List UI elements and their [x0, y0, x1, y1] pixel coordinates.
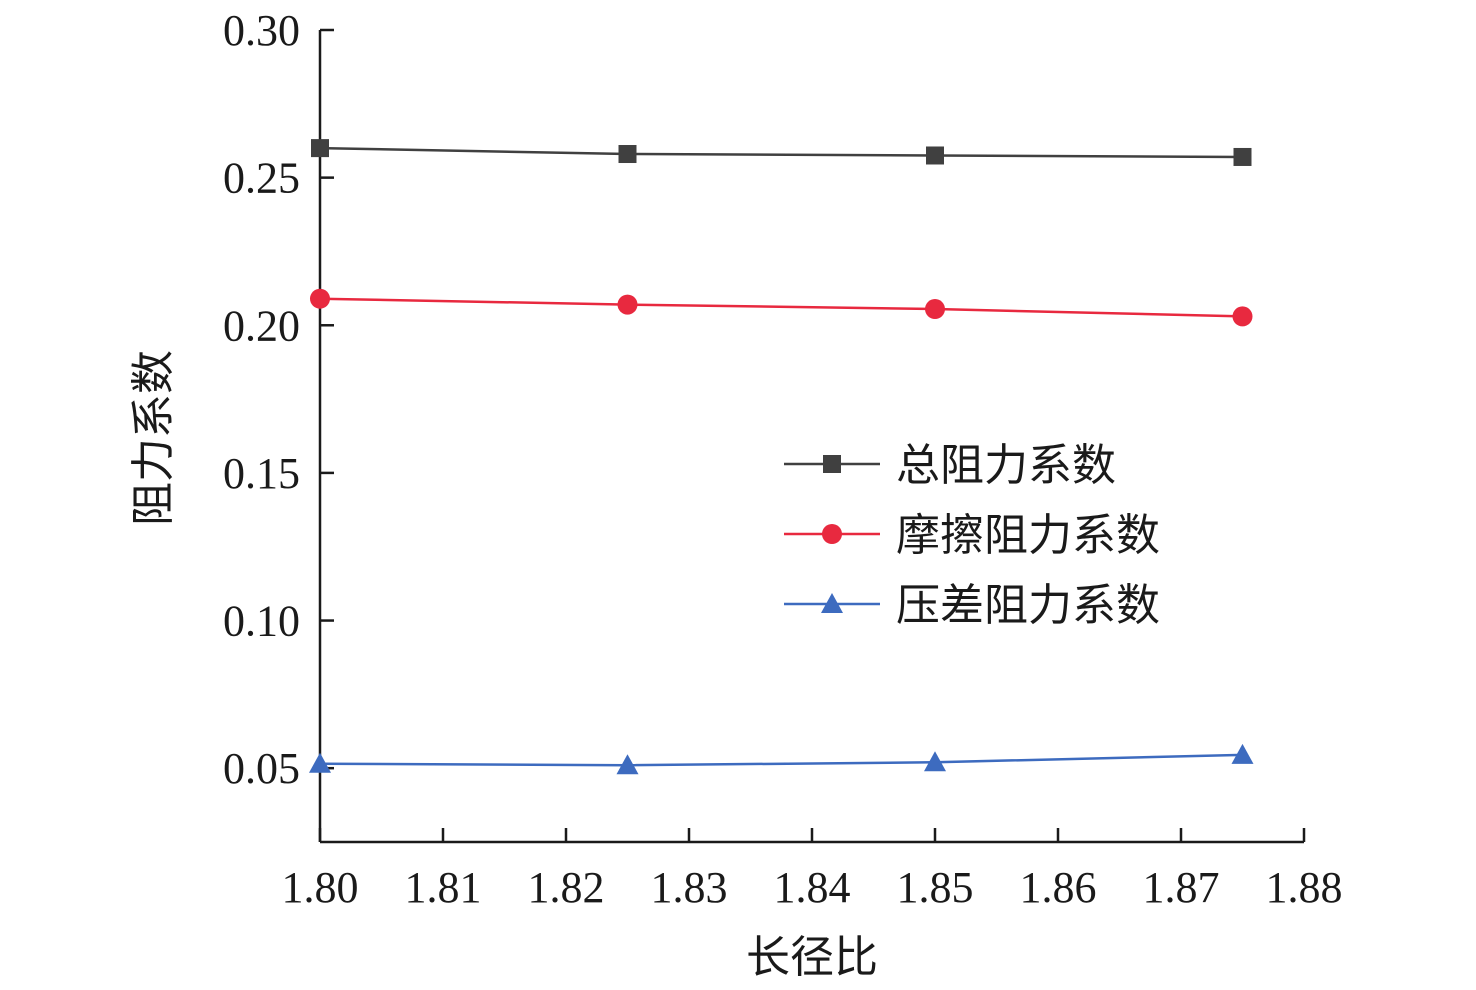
friction-drag-line — [319, 297, 1243, 318]
total-drag-series — [311, 139, 1252, 166]
total-drag-point — [311, 139, 329, 158]
x-tick-label: 1.83 — [651, 863, 728, 912]
y-tick-label: 0.15 — [223, 449, 300, 498]
legend-label: 总阻力系数 — [896, 440, 1116, 491]
y-tick-label: 0.30 — [223, 6, 300, 55]
pressure-drag-point — [1231, 743, 1254, 764]
x-tick-label: 1.81 — [405, 863, 482, 912]
total-drag-point — [1233, 147, 1252, 166]
x-tick-label: 1.86 — [1020, 863, 1097, 912]
legend-label: 压差阻力系数 — [896, 580, 1160, 631]
pressure-drag-point — [309, 752, 331, 773]
legend-label: 摩擦阻力系数 — [896, 510, 1160, 561]
legend-item-total-drag: 总阻力系数 — [784, 440, 1116, 491]
legend-marker — [823, 455, 841, 473]
x-tick-label: 1.82 — [528, 863, 605, 912]
pressure-drag-point — [616, 754, 639, 775]
friction-drag-point — [1232, 306, 1253, 327]
axes: 1.80 1.81 1.82 1.83 1.84 1.85 1.86 1.87 1.88 0.05… — [223, 6, 1343, 912]
y-tick-label: 0.25 — [223, 154, 300, 203]
pressure-drag-series — [309, 743, 1254, 775]
y-tick-label: 0.05 — [223, 744, 300, 793]
pressure-drag-line — [319, 753, 1243, 767]
legend-item-friction-drag: 摩擦阻力系数 — [784, 510, 1160, 561]
pressure-drag-point — [924, 751, 946, 772]
y-tick-label: 0.20 — [223, 301, 300, 350]
x-tick-label: 1.87 — [1143, 863, 1220, 912]
total-drag-point — [618, 145, 637, 164]
legend-item-pressure-drag: 压差阻力系数 — [784, 580, 1160, 631]
series-group — [309, 139, 1254, 775]
legend-marker — [821, 593, 843, 613]
friction-drag-point — [925, 299, 945, 320]
x-tick-label: 1.80 — [282, 863, 359, 912]
friction-drag-series — [310, 288, 1253, 327]
y-tick-label: 0.10 — [223, 597, 300, 646]
total-drag-point — [926, 146, 944, 165]
y-axis-title: 阻力系数 — [128, 350, 179, 526]
total-drag-line — [319, 146, 1243, 159]
x-tick-label: 1.84 — [774, 863, 851, 912]
friction-drag-point — [310, 288, 330, 309]
x-tick-label: 1.85 — [897, 863, 974, 912]
x-axis-title: 长径比 — [746, 932, 878, 983]
friction-drag-point — [617, 294, 638, 315]
x-tick-label: 1.88 — [1266, 863, 1343, 912]
legend-marker — [822, 524, 842, 544]
